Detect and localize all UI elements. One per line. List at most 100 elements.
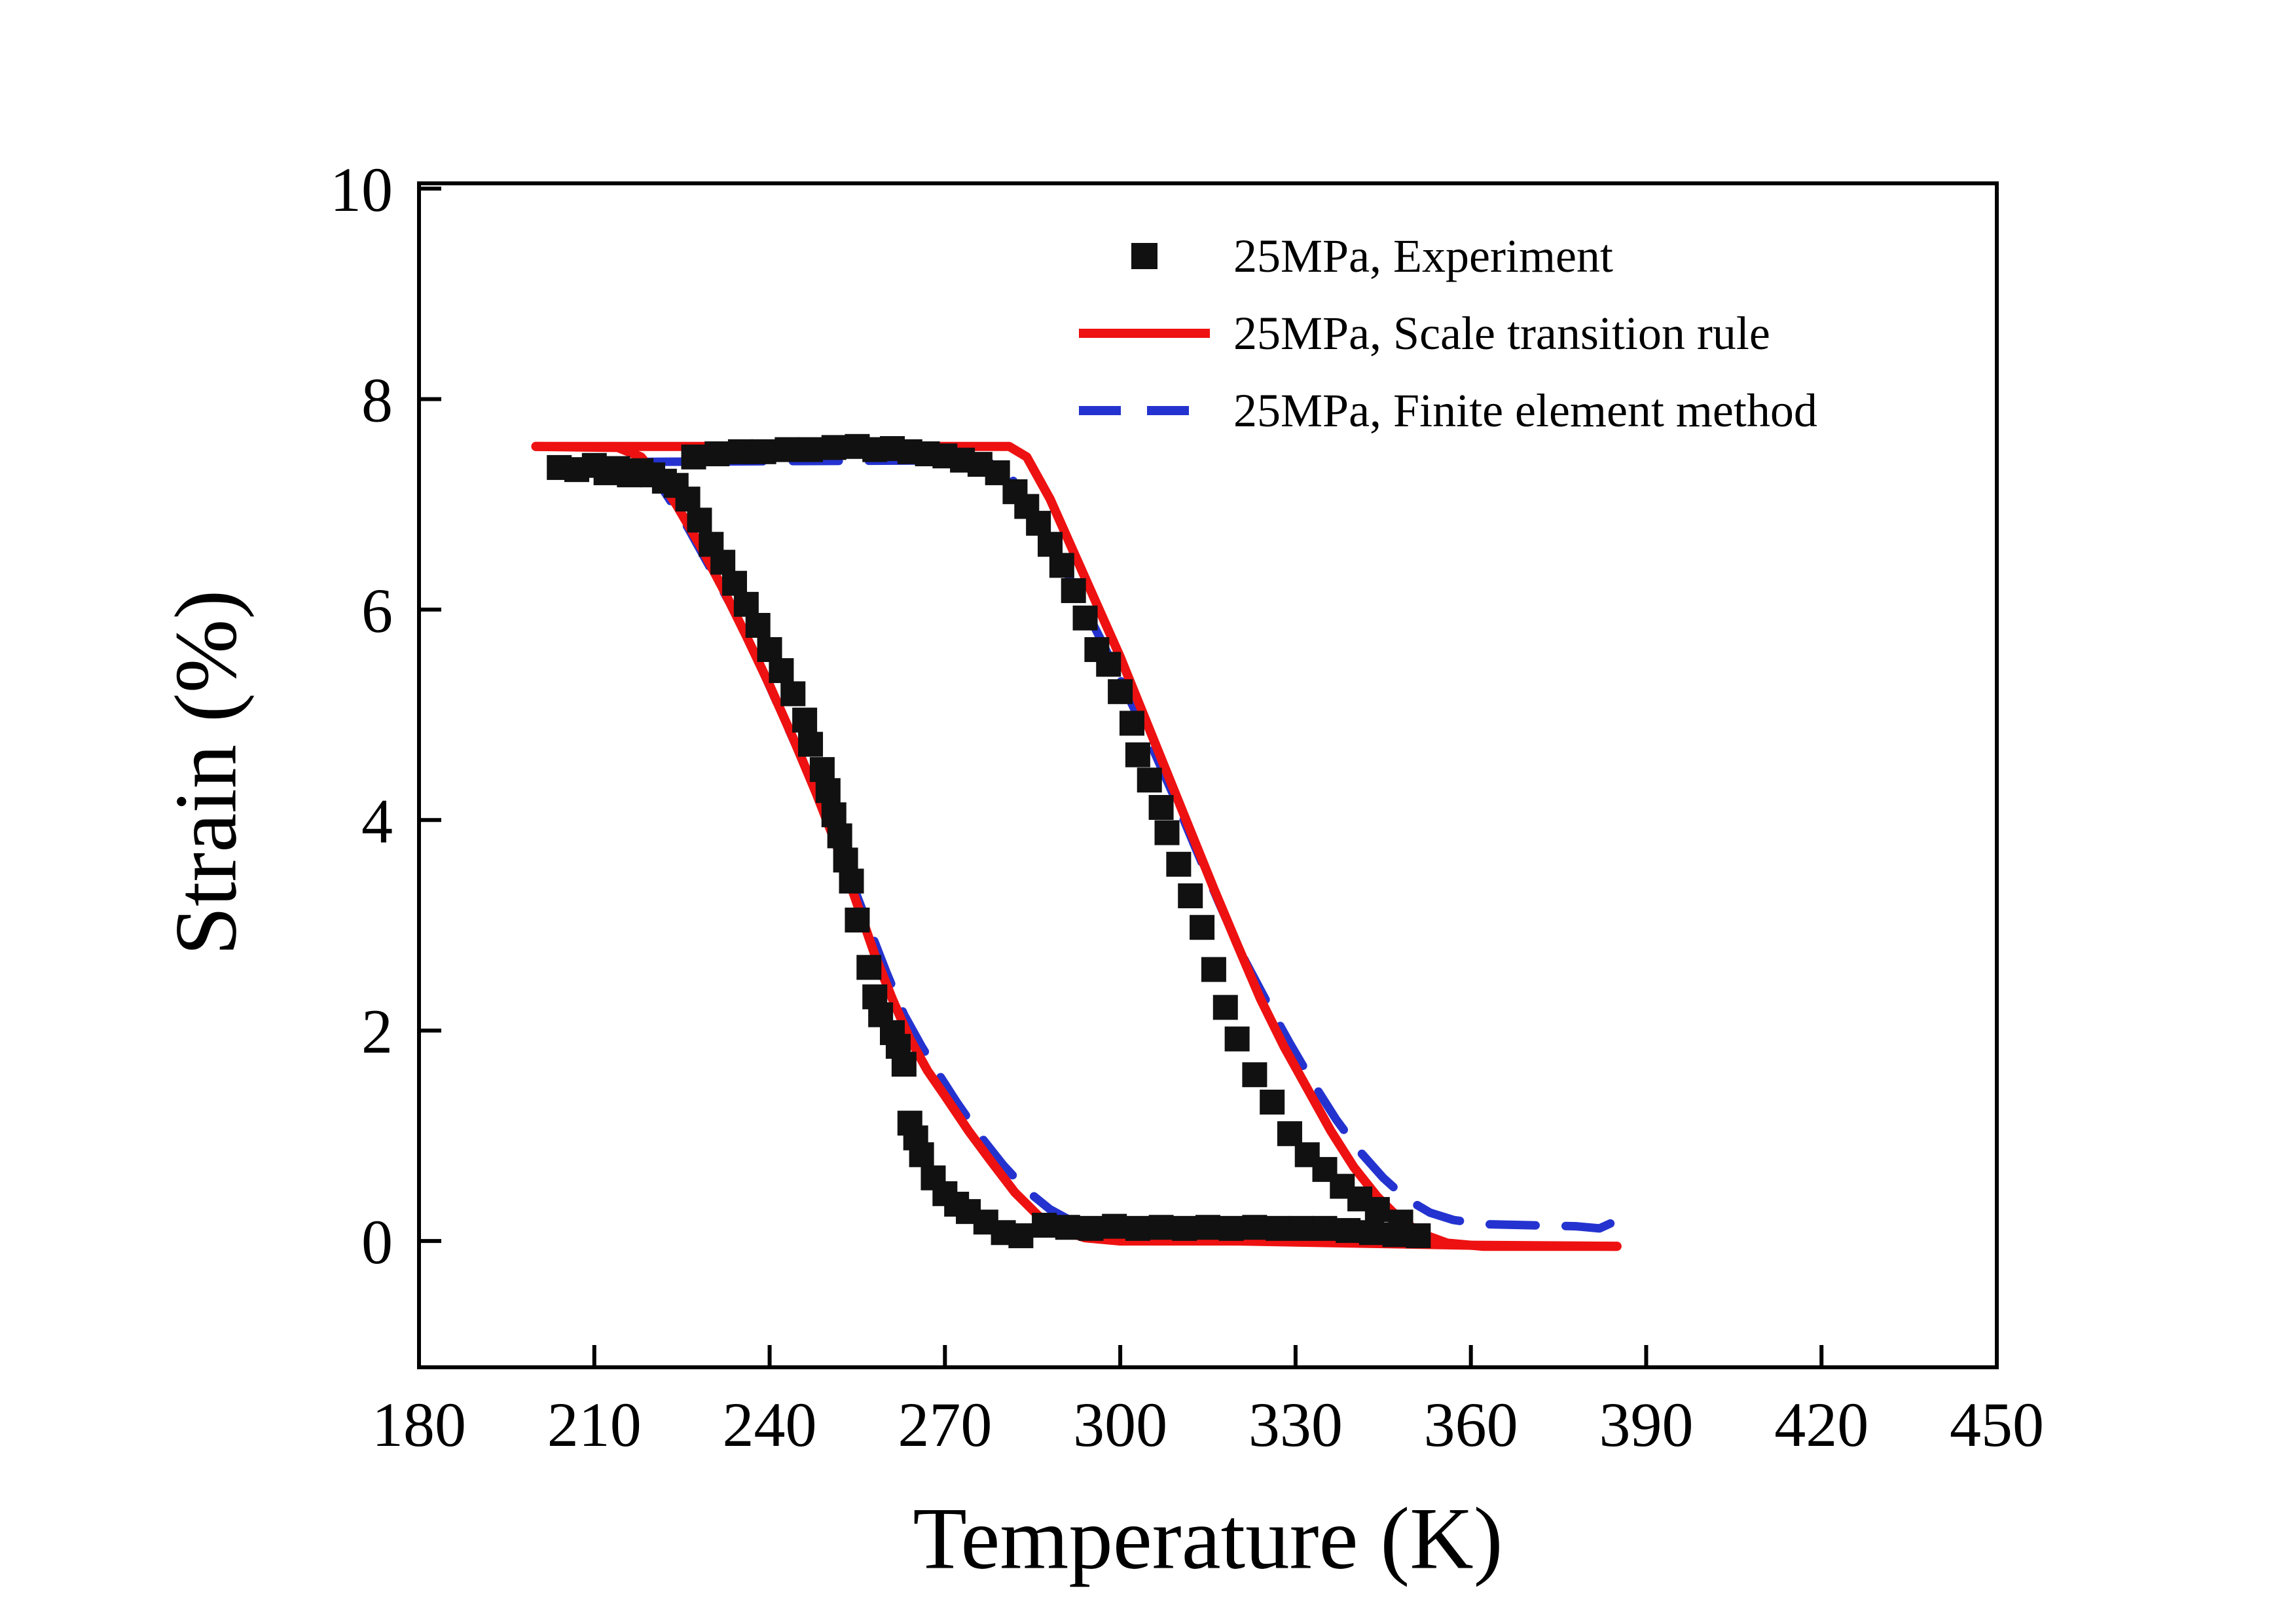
- data-point-marker: [798, 731, 824, 757]
- data-point-marker: [1038, 532, 1063, 557]
- data-point-marker: [809, 757, 835, 783]
- legend-swatch: [1077, 329, 1211, 338]
- data-point-marker: [1190, 915, 1215, 940]
- legend-item-experiment: 25MPa, Experiment: [1077, 226, 1817, 286]
- data-point-marker: [815, 778, 841, 803]
- data-point-marker: [1049, 553, 1074, 578]
- data-point-marker: [1277, 1121, 1302, 1147]
- legend-label-experiment: 25MPa, Experiment: [1233, 229, 1613, 282]
- plot-frame: [417, 181, 1999, 1369]
- data-point-marker: [792, 707, 818, 733]
- data-point-marker: [1154, 820, 1180, 845]
- x-tick-label: 420: [1774, 1390, 1868, 1460]
- data-point-marker: [1218, 1215, 1244, 1241]
- data-point-marker: [798, 437, 824, 462]
- data-point-marker: [1032, 1213, 1057, 1238]
- data-point-marker: [704, 441, 730, 467]
- data-point-marker: [833, 847, 858, 873]
- y-tick-label: 6: [361, 576, 393, 646]
- series-path-finite-element-method: [560, 458, 1417, 1240]
- legend-item-scale-transition-rule: 25MPa, Scale transition rule: [1077, 303, 1817, 363]
- legend-item-finite-element-method: 25MPa, Finite element method: [1077, 380, 1817, 441]
- data-point-marker: [1166, 851, 1192, 877]
- y-tick-label: 10: [330, 155, 393, 225]
- solid-line-icon: [1078, 329, 1210, 338]
- data-point-marker: [1212, 995, 1238, 1020]
- data-point-marker: [1201, 957, 1226, 982]
- dashed-line-icon: [1078, 406, 1210, 415]
- data-point-marker: [1008, 1223, 1034, 1249]
- data-point-marker: [1364, 1196, 1390, 1222]
- y-tick-label: 4: [361, 786, 393, 856]
- x-tick-label: 270: [898, 1390, 992, 1460]
- data-point-marker: [1125, 1215, 1150, 1241]
- data-point-marker: [1096, 652, 1121, 677]
- data-point-marker: [856, 955, 882, 980]
- data-point-marker: [722, 570, 747, 596]
- data-point-marker: [1119, 710, 1144, 736]
- data-point-marker: [1388, 1209, 1413, 1235]
- data-point-marker: [1148, 1215, 1174, 1240]
- series-scale-transition-rule: [531, 441, 1622, 1251]
- x-tick-label: 360: [1424, 1390, 1518, 1460]
- data-point-marker: [839, 868, 864, 894]
- legend-swatch: [1077, 406, 1211, 415]
- data-point-marker: [727, 439, 753, 464]
- data-point-marker: [845, 907, 870, 932]
- data-point-marker: [1061, 578, 1086, 603]
- data-point-marker: [1358, 1220, 1384, 1246]
- data-point-marker: [769, 658, 794, 684]
- data-point-marker: [821, 435, 847, 460]
- series-path-scale-transition-rule: [531, 441, 1622, 1251]
- data-point-marker: [1137, 767, 1162, 793]
- data-point-marker: [1242, 1062, 1267, 1088]
- y-axis-title: Strain (%): [157, 589, 255, 956]
- x-tick-label: 210: [547, 1390, 642, 1460]
- data-point-marker: [710, 549, 736, 575]
- data-point-marker: [827, 823, 852, 849]
- series-experiment: [547, 434, 1431, 1249]
- data-point-marker: [1336, 1218, 1361, 1244]
- data-point-marker: [675, 487, 701, 512]
- data-point-marker: [1288, 1215, 1314, 1241]
- data-point-marker: [1224, 1026, 1250, 1052]
- y-tick-label: 8: [361, 365, 393, 435]
- square-marker-icon: [1131, 243, 1157, 269]
- data-point-marker: [1026, 511, 1051, 536]
- legend-swatch: [1077, 243, 1211, 269]
- data-point-marker: [1148, 795, 1174, 821]
- legend: 25MPa, Experiment 25MPa, Scale transitio…: [1077, 226, 1817, 441]
- data-point-marker: [1055, 1215, 1080, 1240]
- data-point-marker: [780, 681, 806, 707]
- x-tick-label: 240: [723, 1390, 817, 1460]
- data-point-marker: [681, 444, 706, 470]
- legend-label-scale-transition-rule: 25MPa, Scale transition rule: [1233, 306, 1770, 360]
- data-point-marker: [821, 802, 847, 828]
- data-point-marker: [1312, 1215, 1338, 1241]
- data-point-marker: [1072, 605, 1098, 631]
- data-point-marker: [891, 1052, 917, 1077]
- data-point-marker: [1172, 1215, 1197, 1241]
- x-tick-label: 330: [1248, 1390, 1343, 1460]
- x-tick-label: 390: [1599, 1390, 1693, 1460]
- data-point-marker: [1242, 1215, 1267, 1240]
- data-point-marker: [1260, 1090, 1285, 1115]
- x-tick-label: 450: [1950, 1390, 2044, 1460]
- data-point-marker: [745, 612, 771, 638]
- data-point-marker: [1102, 1213, 1127, 1239]
- y-tick-label: 2: [361, 997, 393, 1067]
- y-tick-label: 0: [361, 1207, 393, 1277]
- data-point-marker: [1108, 679, 1133, 705]
- data-point-marker: [1195, 1215, 1220, 1240]
- data-point-marker: [1266, 1215, 1291, 1241]
- data-point-marker: [757, 637, 782, 662]
- data-point-marker: [733, 591, 759, 617]
- data-point-marker: [1178, 883, 1203, 909]
- data-point-marker: [909, 1142, 934, 1168]
- data-point-marker: [751, 439, 776, 464]
- x-axis-title: Temperature (K): [913, 1490, 1503, 1588]
- data-point-marker: [687, 507, 712, 533]
- data-point-marker: [1078, 1215, 1104, 1241]
